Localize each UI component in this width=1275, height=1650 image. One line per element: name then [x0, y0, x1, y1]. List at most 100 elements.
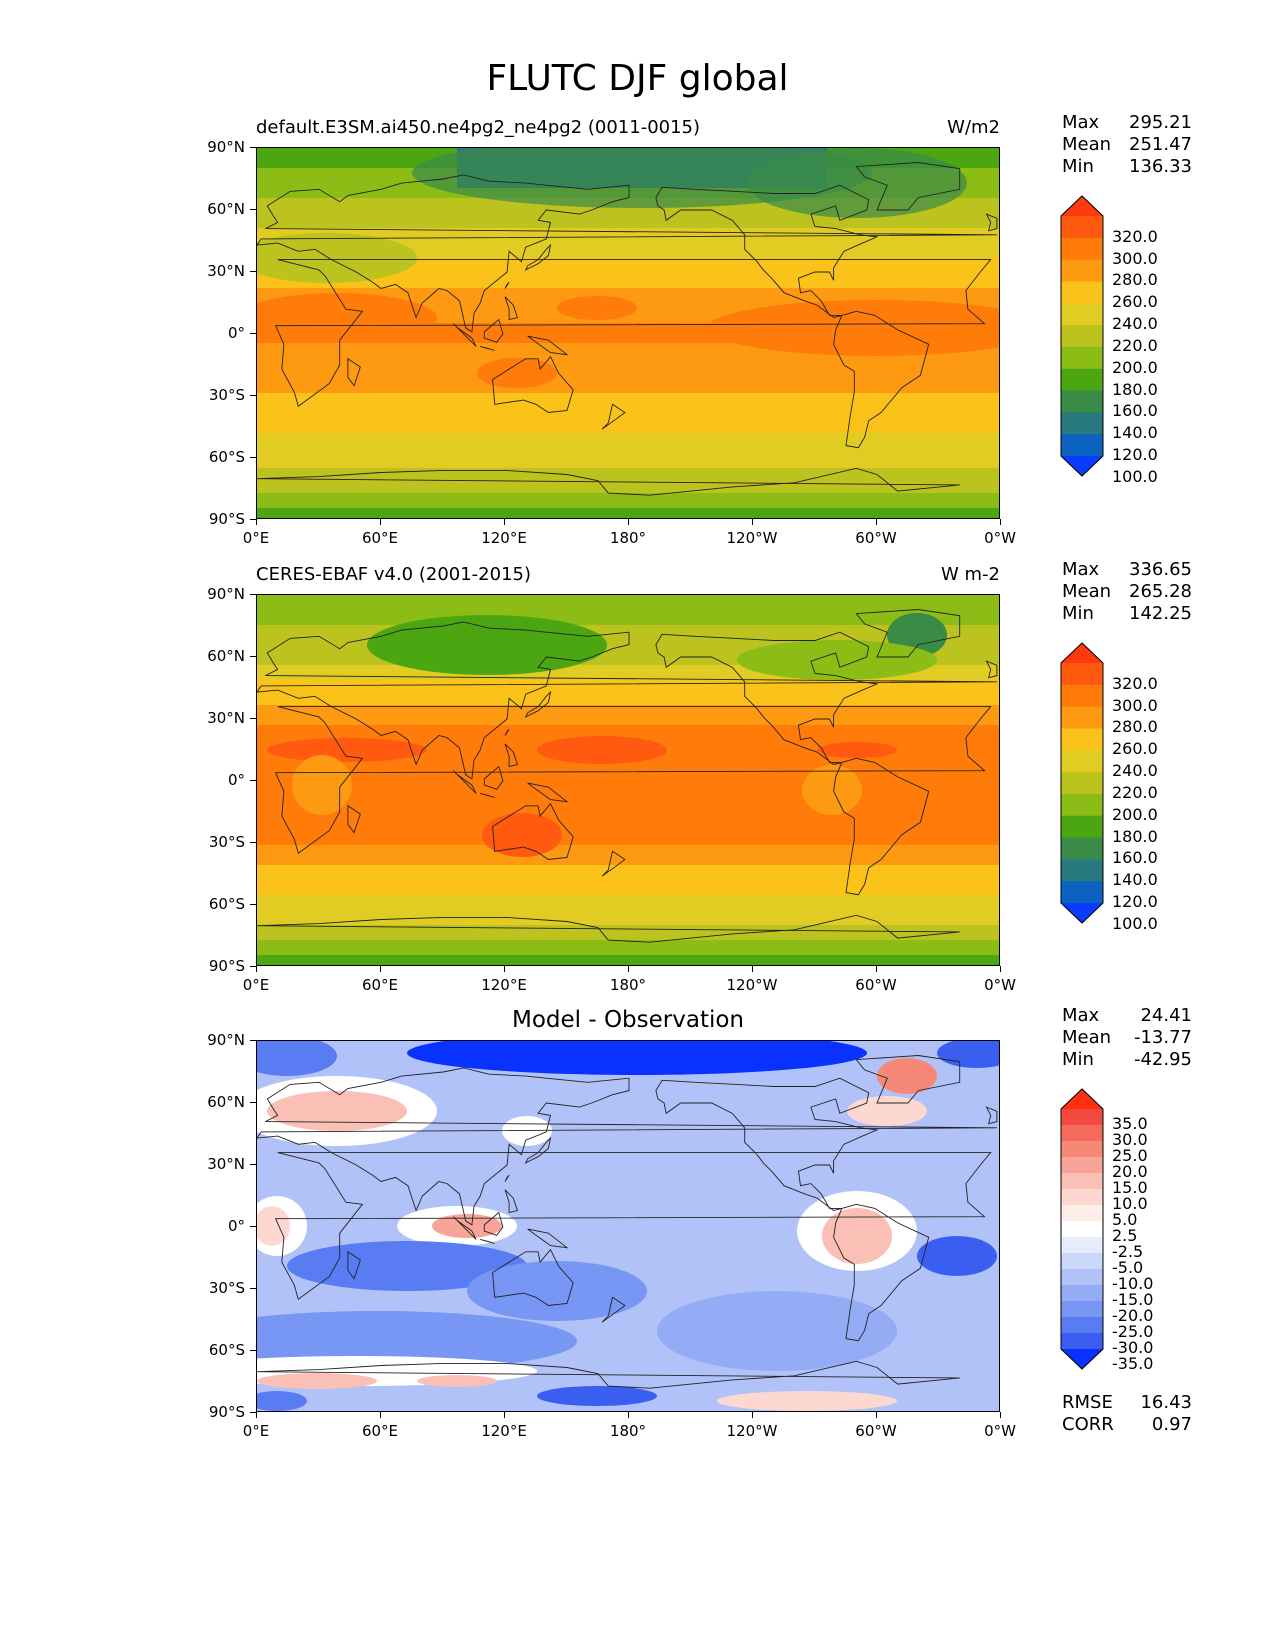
colorbar-segment: [1061, 303, 1103, 326]
colorbar-segment: [1061, 859, 1103, 882]
stat-value: 251.47: [1129, 134, 1192, 155]
colorbar-segment: [1061, 1333, 1103, 1350]
lat-tick: [250, 209, 256, 210]
lat-tick-label: 90°S: [208, 1403, 245, 1421]
panel-units: W m-2: [940, 564, 1000, 585]
lat-tick-label: 90°S: [208, 510, 245, 528]
lon-tick-label: 60°W: [855, 976, 897, 994]
lon-tick-label: 180°: [609, 976, 647, 994]
lon-tick-label: 0°E: [242, 976, 270, 994]
lat-tick: [250, 395, 256, 396]
lon-tick: [504, 519, 505, 525]
colorbar-extend-max: [1061, 1089, 1103, 1109]
lat-tick-label: 30°S: [208, 1279, 245, 1297]
lon-tick: [752, 1412, 753, 1418]
coastline: [492, 802, 574, 860]
lon-tick-label: 0°E: [242, 1422, 270, 1440]
lat-tick-label: 30°N: [207, 709, 245, 727]
coastline: [480, 345, 495, 351]
colorbar-tick-label: 280.0: [1112, 270, 1158, 290]
lat-tick-label: 60°N: [207, 647, 245, 665]
coastline: [257, 174, 997, 333]
coastline: [833, 757, 930, 896]
lon-tick: [752, 966, 753, 972]
colorbar-tick-label: 260.0: [1112, 739, 1158, 759]
lat-tick-label: 0°: [227, 324, 245, 342]
colorbar: [1060, 642, 1104, 928]
lon-tick: [504, 1412, 505, 1418]
lon-tick-label: 120°E: [481, 529, 527, 547]
stat-value: 24.41: [1140, 1005, 1192, 1026]
colorbar-segment: [1061, 390, 1103, 413]
colorbar-segment: [1061, 1285, 1103, 1302]
coastline: [601, 850, 626, 877]
colorbar: [1060, 1088, 1104, 1374]
colorbar-tick-label: 280.0: [1112, 717, 1158, 737]
colorbar-segment: [1061, 1205, 1103, 1222]
coastline: [985, 1106, 998, 1125]
colorbar-segment: [1061, 1269, 1103, 1286]
coastline: [452, 1216, 477, 1240]
stat-row: Min 136.33: [1062, 156, 1192, 178]
lat-tick: [250, 718, 256, 719]
coastline: [347, 1250, 361, 1280]
colorbar-segment: [1061, 412, 1103, 435]
colorbar-tick-label: 120.0: [1112, 445, 1158, 464]
contour-field: [257, 148, 999, 518]
colorbar-tick-label: -20.0: [1112, 1306, 1154, 1325]
lon-tick: [256, 519, 257, 525]
panel-title-left: CERES-EBAF v4.0 (2001-2015): [256, 564, 532, 585]
stat-row: Max 24.41: [1062, 1005, 1192, 1027]
stat-value: 142.25: [1129, 603, 1192, 624]
colorbar-segment: [1061, 815, 1103, 839]
colorbar-segment: [1061, 663, 1103, 686]
lon-tick: [1000, 1412, 1001, 1418]
colorbar-tick-label: 180.0: [1112, 826, 1158, 846]
coastline: [452, 323, 477, 347]
coastline: [655, 1077, 879, 1211]
lat-tick-label: 60°S: [208, 1341, 245, 1359]
coastline: [483, 765, 504, 790]
colorbar-extend-max: [1061, 643, 1103, 663]
lon-tick-label: 60°W: [855, 529, 897, 547]
stat-row: Mean -13.77: [1062, 1027, 1192, 1049]
stat-value: -13.77: [1133, 1027, 1192, 1048]
colorbar-segment: [1061, 1237, 1103, 1254]
colorbar-tick-label: 220.0: [1112, 782, 1158, 802]
colorbar-tick-label: 200.0: [1112, 357, 1158, 377]
colorbar-tick-label: 300.0: [1112, 248, 1158, 268]
colorbar-tick-label: 300.0: [1112, 695, 1158, 715]
metric-value: 0.97: [1151, 1414, 1192, 1435]
lat-tick-label: 90°N: [207, 138, 245, 156]
panel-stats: Max 295.21 Mean 251.47 Min 136.33: [1062, 112, 1192, 178]
colorbar-tick-label: 120.0: [1112, 892, 1158, 911]
coastline: [347, 804, 361, 834]
colorbar-tick-label: 30.0: [1112, 1130, 1148, 1149]
colorbar-tick-label: 100.0: [1112, 466, 1158, 486]
colorbar-segment: [1061, 1157, 1103, 1174]
lon-tick-label: 120°W: [726, 529, 778, 547]
colorbar-extend-max: [1061, 196, 1103, 216]
colorbar-tick-label: 220.0: [1112, 335, 1158, 355]
colorbar-segment: [1061, 434, 1103, 457]
coastline: [527, 782, 569, 803]
lat-tick: [250, 594, 256, 595]
metric-label: RMSE: [1062, 1392, 1113, 1413]
colorbar-tick-label: 200.0: [1112, 804, 1158, 824]
figure-title: FLUTC DJF global: [486, 58, 789, 99]
lon-tick-label: 0°W: [984, 976, 1016, 994]
coastline: [274, 1152, 992, 1301]
coastline: [504, 728, 510, 736]
colorbar-segment: [1061, 684, 1103, 708]
coastline: [655, 184, 879, 318]
lon-tick: [380, 1412, 381, 1418]
stat-row: Max 336.65: [1062, 559, 1192, 581]
coastline: [524, 243, 552, 271]
colorbar-segment: [1061, 237, 1103, 261]
coastline: [855, 1055, 961, 1104]
coastline: [601, 1296, 626, 1323]
lon-tick-label: 60°E: [361, 529, 399, 547]
coastline: [504, 281, 510, 289]
stat-value: 336.65: [1129, 559, 1192, 580]
stat-row: Min 142.25: [1062, 603, 1192, 625]
